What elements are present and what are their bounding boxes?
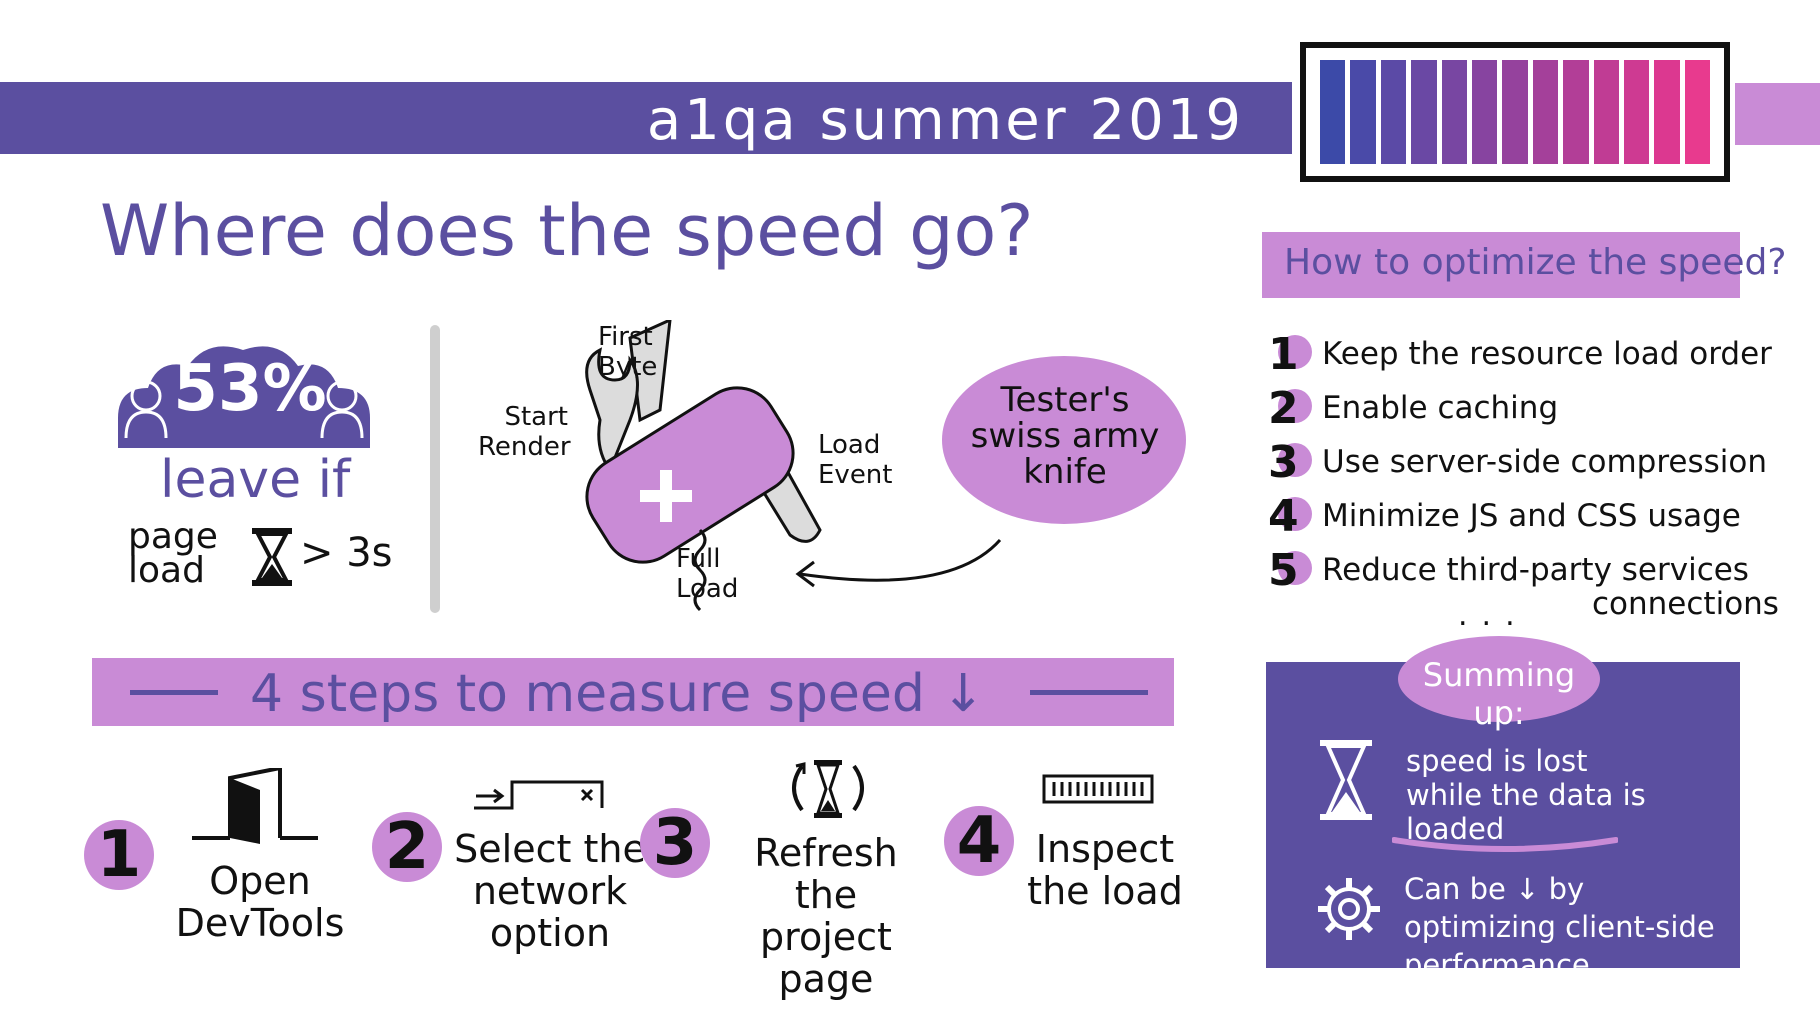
step-number: 1 [84, 820, 154, 890]
tip-number: 5 [1268, 545, 1312, 596]
meter-segment [1320, 60, 1346, 164]
tip-item: 5 Reduce third-party services [1268, 544, 1749, 596]
stat-leave-text: leave if [160, 450, 351, 510]
meter-segment [1593, 60, 1619, 164]
tip-item: 4 Minimize JS and CSS usage [1268, 490, 1741, 542]
arrow-icon [795, 539, 1002, 588]
banner-tail [1735, 83, 1820, 145]
tip-number: 4 [1268, 491, 1312, 542]
label-first-byte: First Byte [598, 322, 658, 382]
meter-segment [1441, 60, 1467, 164]
load-bar-icon [1042, 774, 1154, 804]
meter-segment [1471, 60, 1498, 164]
network-tab-icon [474, 780, 604, 810]
tip-text: Reduce third-party services [1322, 552, 1749, 588]
hourglass-icon [1320, 740, 1372, 820]
label-full-load: Full Load [676, 544, 739, 604]
steps-dash-left [130, 690, 218, 695]
swoosh-divider [1392, 837, 1618, 852]
summary-title: Summing up: [1422, 656, 1576, 732]
tip-item: 1 Keep the resource load order [1268, 328, 1772, 380]
swiss-knife-icon [585, 320, 822, 612]
stat-page-load: page load [128, 516, 218, 591]
door-icon [192, 768, 318, 844]
meter-segment [1623, 60, 1650, 164]
label-start-render: Start Render [478, 402, 571, 462]
tip-item: 3 Use server-side compression [1268, 436, 1767, 488]
meter-segment [1502, 60, 1528, 164]
meter-segment [1532, 60, 1559, 164]
tip-text: Enable caching [1322, 390, 1559, 426]
stat-threshold: > 3s [300, 530, 393, 576]
tester-bubble [942, 356, 1186, 524]
meter-segment [1350, 60, 1376, 164]
refresh-hourglass-icon [792, 760, 864, 818]
banner-title: a1qa summer 2019 [646, 88, 1244, 153]
meter-segment [1380, 60, 1407, 164]
crowd-cloud-icon [118, 346, 370, 448]
optimize-title: How to optimize the speed? [1284, 242, 1787, 283]
tips-ellipsis: ... [1458, 598, 1529, 633]
summary-line-2: Can be ↓ by optimizing client-side perfo… [1404, 872, 1715, 982]
step-text: Select the network option [454, 827, 646, 955]
step-text: Inspect the load [1027, 827, 1183, 913]
tester-label: Tester's swiss army knife [970, 380, 1160, 492]
steps-header [92, 658, 1174, 726]
page-title: Where does the speed go? [100, 190, 1034, 272]
step-text: Refresh the project page [754, 831, 898, 1001]
meter-segment [1684, 60, 1711, 164]
tip-number: 3 [1268, 437, 1312, 488]
gear-icon [1318, 878, 1380, 940]
step-text: Open DevTools [175, 859, 345, 945]
meter-segment [1411, 60, 1437, 164]
tip-text: Keep the resource load order [1322, 336, 1772, 372]
divider [430, 325, 440, 613]
tip-number: 2 [1268, 383, 1312, 434]
tip-item: 2 Enable caching [1268, 382, 1558, 434]
battery-meter-icon [1300, 42, 1730, 182]
summary-line-1: speed is lost while the data is loaded [1406, 744, 1646, 846]
top-banner: a1qa summer 2019 [0, 82, 1292, 154]
step-number: 2 [372, 812, 442, 882]
step-number: 3 [640, 808, 710, 878]
stat-percent: 53% [173, 352, 327, 426]
meter-segment [1654, 60, 1680, 164]
summary-badge [1398, 636, 1600, 722]
tip-text-continued: connections [1592, 586, 1779, 622]
tip-text: Minimize JS and CSS usage [1322, 498, 1741, 534]
optimize-header [1262, 232, 1740, 298]
label-load-event: Load Event [818, 430, 893, 490]
hourglass-icon [252, 528, 292, 586]
tip-number: 1 [1268, 329, 1312, 380]
meter-segment [1563, 60, 1589, 164]
tip-text: Use server-side compression [1322, 444, 1768, 480]
steps-title: 4 steps to measure speed ↓ [250, 664, 985, 724]
step-number: 4 [944, 806, 1014, 876]
steps-dash-right [1030, 690, 1148, 695]
